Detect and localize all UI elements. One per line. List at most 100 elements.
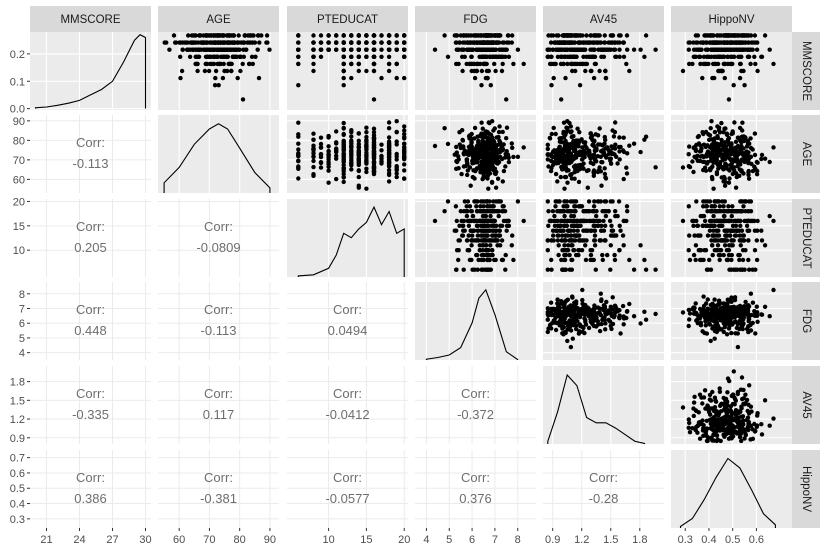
scatter-point xyxy=(734,415,740,421)
scatter-point xyxy=(590,209,595,214)
scatter-point xyxy=(700,329,705,334)
scatter-point xyxy=(460,233,466,238)
scatter-point xyxy=(585,185,590,190)
scatter-point xyxy=(296,158,301,163)
scatter-point xyxy=(469,137,474,142)
scatter-point xyxy=(698,47,704,52)
scatter-point xyxy=(402,176,407,181)
scatter-point xyxy=(565,119,570,124)
scatter-point xyxy=(697,436,703,441)
row-label: MMSCORE xyxy=(800,41,812,101)
row-strip-mmscore: MMSCORE xyxy=(792,32,820,110)
scatter-point xyxy=(694,310,699,316)
scatter-point xyxy=(341,148,346,153)
column-label: AV45 xyxy=(590,14,617,26)
scatter-point xyxy=(491,238,496,243)
scatter-point xyxy=(457,40,462,45)
scatter-point xyxy=(697,257,703,263)
scatter-point xyxy=(653,267,658,272)
scatter-point xyxy=(612,47,618,52)
scatter-point xyxy=(180,47,185,52)
corr-value: -0.372 xyxy=(457,407,494,422)
corr-value: 0.386 xyxy=(74,491,107,506)
scatter-point xyxy=(454,267,459,272)
scatter-point xyxy=(722,199,727,204)
scatter-point xyxy=(759,238,765,243)
scatter-point xyxy=(735,218,740,224)
scatter-point xyxy=(478,61,483,67)
scatter-point xyxy=(702,165,708,170)
scatter-point xyxy=(606,209,611,214)
y-tick-label: 60 xyxy=(13,174,25,186)
scatter-point xyxy=(710,252,715,258)
scatter-point xyxy=(618,228,623,233)
scatter-point xyxy=(722,321,728,327)
density-curve-fdg xyxy=(425,288,519,361)
scatter-point xyxy=(509,243,514,248)
scatter-point xyxy=(501,168,507,174)
scatter-point xyxy=(561,324,566,330)
scatter-point xyxy=(597,68,602,74)
scatter-point xyxy=(571,54,576,59)
scatter-point xyxy=(558,174,563,180)
scatter-point xyxy=(738,223,743,228)
scatter-point xyxy=(481,148,487,153)
scatter-point xyxy=(477,243,482,248)
scatter-point xyxy=(695,223,701,228)
scatter-point xyxy=(592,313,598,318)
scatter-point xyxy=(562,223,567,228)
scatter-point xyxy=(238,68,243,74)
row-label: AV45 xyxy=(800,391,812,418)
scatter-point xyxy=(722,148,728,153)
scatter-point xyxy=(479,83,484,88)
scatter-point xyxy=(601,307,606,313)
scatter-point xyxy=(722,75,727,81)
scatter-point xyxy=(748,209,754,214)
scatter-point xyxy=(574,313,579,318)
scatter-point xyxy=(460,223,465,228)
scatter-point xyxy=(762,398,768,403)
scatter-point xyxy=(318,165,324,170)
scatter-point xyxy=(468,142,474,148)
y-tick-label: 0.6 xyxy=(10,468,25,480)
scatter-point xyxy=(612,252,617,258)
scatter-point xyxy=(716,125,722,130)
scatter-point xyxy=(460,128,465,133)
scatter-point xyxy=(550,47,556,52)
x-tick-label: 30 xyxy=(139,534,151,546)
scatter-point xyxy=(722,312,728,318)
scatter-point xyxy=(504,136,509,141)
panel-mmscore-hipponv xyxy=(671,32,792,110)
scatter-point xyxy=(341,159,346,165)
scatter-point xyxy=(643,317,649,322)
scatter-point xyxy=(716,314,721,320)
scatter-point xyxy=(565,327,570,332)
scatter-point xyxy=(490,228,496,233)
scatter-point xyxy=(698,313,703,318)
row-strip-age: AGE xyxy=(792,115,820,193)
scatter-point xyxy=(722,213,727,219)
scatter-point xyxy=(740,248,746,253)
scatter-point xyxy=(691,307,696,313)
scatter-point xyxy=(504,228,509,233)
scatter-point xyxy=(386,33,392,38)
scatter-point xyxy=(568,61,574,67)
y-tick-label: 5 xyxy=(19,333,25,345)
scatter-point xyxy=(729,393,734,399)
scatter-point xyxy=(588,54,594,59)
scatter-point xyxy=(703,301,709,306)
scatter-point xyxy=(554,161,559,166)
scatter-point xyxy=(727,415,733,421)
scatter-point xyxy=(687,257,693,263)
scatter-point xyxy=(240,97,246,102)
scatter-point xyxy=(581,228,586,233)
scatter-point xyxy=(244,47,249,52)
scatter-point xyxy=(572,148,577,153)
scatter-point xyxy=(470,147,475,152)
scatter-point xyxy=(493,233,498,238)
scatter-point xyxy=(386,61,392,67)
scatter-point xyxy=(575,61,580,67)
scatter-point xyxy=(311,54,316,59)
scatter-point xyxy=(762,33,768,38)
scatter-point xyxy=(686,248,691,253)
